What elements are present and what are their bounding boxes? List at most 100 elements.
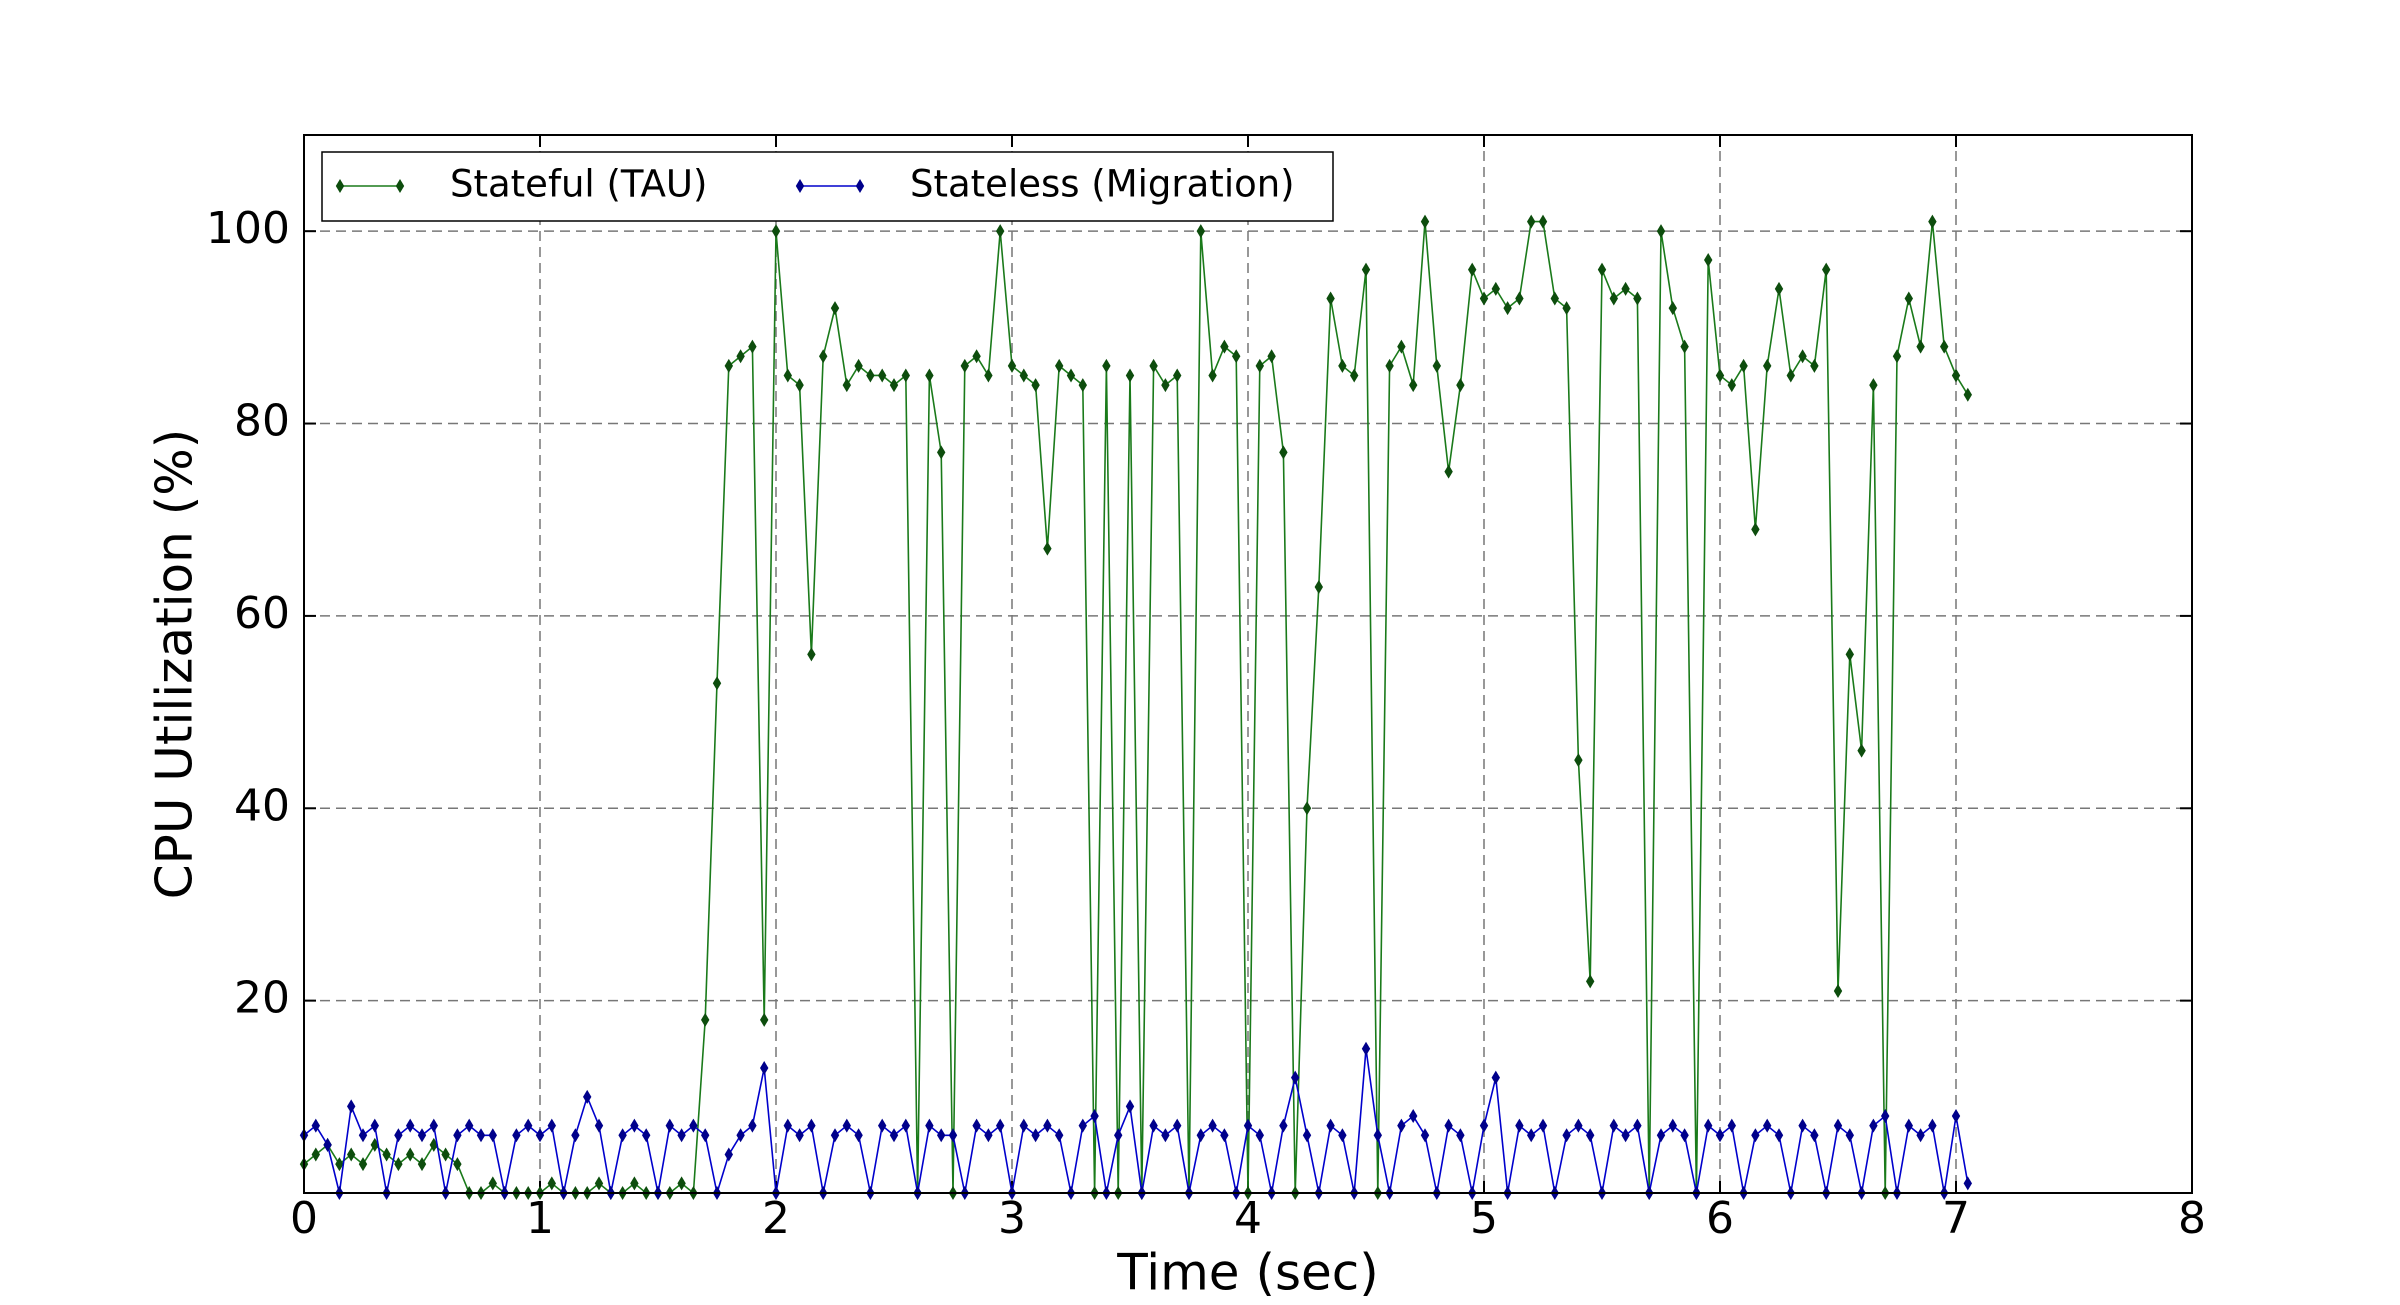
marker xyxy=(972,1118,981,1133)
marker xyxy=(382,1147,391,1162)
marker xyxy=(1196,1128,1205,1143)
legend-label: Stateless (Migration) xyxy=(910,163,1295,206)
x-tick-label: 5 xyxy=(1470,1193,1498,1244)
marker xyxy=(1904,291,1913,306)
x-tick-label: 4 xyxy=(1234,1193,1262,1244)
marker xyxy=(1361,1041,1371,1056)
marker xyxy=(1892,349,1902,364)
marker xyxy=(618,1128,627,1143)
legend-marker xyxy=(395,179,405,193)
marker xyxy=(1774,281,1784,296)
marker xyxy=(1621,281,1630,296)
marker xyxy=(795,1128,804,1143)
marker xyxy=(889,378,899,393)
marker xyxy=(1940,339,1949,354)
legend-label: Stateful (TAU) xyxy=(450,163,707,206)
x-tick-label: 7 xyxy=(1942,1193,1970,1244)
marker xyxy=(370,1118,379,1133)
marker xyxy=(488,1176,497,1191)
marker xyxy=(842,1118,851,1133)
marker xyxy=(1007,358,1017,373)
marker xyxy=(1574,753,1583,768)
marker xyxy=(1220,339,1229,354)
marker xyxy=(453,1128,462,1143)
marker xyxy=(1857,743,1866,758)
marker xyxy=(1019,368,1028,383)
marker xyxy=(1043,541,1052,556)
legend-marker xyxy=(855,179,865,193)
y-axis-label: CPU Utilization (%) xyxy=(146,429,204,900)
marker xyxy=(1656,1128,1666,1143)
marker xyxy=(1279,1118,1288,1133)
marker xyxy=(1196,224,1205,239)
marker xyxy=(417,1128,427,1143)
marker xyxy=(1763,1118,1772,1133)
marker xyxy=(937,445,946,460)
marker xyxy=(1550,291,1559,306)
marker xyxy=(972,349,981,364)
marker xyxy=(925,1118,934,1133)
x-tick-label: 1 xyxy=(526,1193,554,1244)
marker xyxy=(1491,1070,1500,1085)
marker xyxy=(724,1147,733,1162)
marker xyxy=(1479,1118,1489,1133)
marker xyxy=(1515,291,1524,306)
marker xyxy=(889,1128,899,1143)
marker xyxy=(524,1118,533,1133)
marker xyxy=(441,1147,450,1162)
marker xyxy=(1149,1118,1158,1133)
x-tick-label: 3 xyxy=(998,1193,1026,1244)
x-tick-label: 6 xyxy=(1706,1193,1734,1244)
marker xyxy=(1527,1128,1536,1143)
marker xyxy=(807,647,816,662)
marker xyxy=(1538,1118,1548,1133)
marker xyxy=(1774,1128,1784,1143)
marker xyxy=(1538,214,1548,229)
marker xyxy=(1597,262,1607,277)
marker xyxy=(1515,1118,1524,1133)
marker xyxy=(406,1118,415,1133)
marker xyxy=(1491,281,1500,296)
x-tick-label: 2 xyxy=(762,1193,790,1244)
marker xyxy=(1255,1128,1264,1143)
marker xyxy=(1503,301,1512,316)
x-tick-label: 0 xyxy=(290,1193,318,1244)
marker xyxy=(1267,349,1276,364)
marker xyxy=(1161,378,1170,393)
marker xyxy=(1055,1128,1064,1143)
marker xyxy=(1633,291,1642,306)
marker xyxy=(783,368,792,383)
plot-frame xyxy=(303,134,2193,1194)
marker xyxy=(1715,1128,1725,1143)
marker xyxy=(748,1118,757,1133)
marker xyxy=(1715,368,1725,383)
marker xyxy=(1055,358,1064,373)
marker xyxy=(1019,1118,1028,1133)
marker xyxy=(1326,1118,1335,1133)
marker xyxy=(901,1118,910,1133)
marker xyxy=(1881,1109,1890,1124)
marker xyxy=(1220,1128,1229,1143)
marker xyxy=(1456,378,1465,393)
marker xyxy=(1031,1128,1040,1143)
marker xyxy=(1833,1118,1843,1133)
marker xyxy=(1751,1128,1760,1143)
marker xyxy=(1751,522,1760,537)
marker xyxy=(1361,262,1371,277)
marker xyxy=(347,1099,356,1114)
marker xyxy=(1833,984,1843,999)
marker xyxy=(996,224,1005,239)
marker xyxy=(1302,1128,1312,1143)
marker xyxy=(1680,339,1689,354)
x-tick-label: 8 xyxy=(2178,1193,2206,1244)
marker xyxy=(1102,358,1111,373)
marker xyxy=(1963,387,1972,402)
marker xyxy=(1727,1118,1736,1133)
marker xyxy=(1951,1109,1961,1124)
marker xyxy=(1149,358,1158,373)
marker xyxy=(1373,1128,1382,1143)
marker xyxy=(1963,1176,1972,1191)
marker xyxy=(1845,647,1854,662)
marker xyxy=(1420,214,1430,229)
marker xyxy=(689,1118,698,1133)
